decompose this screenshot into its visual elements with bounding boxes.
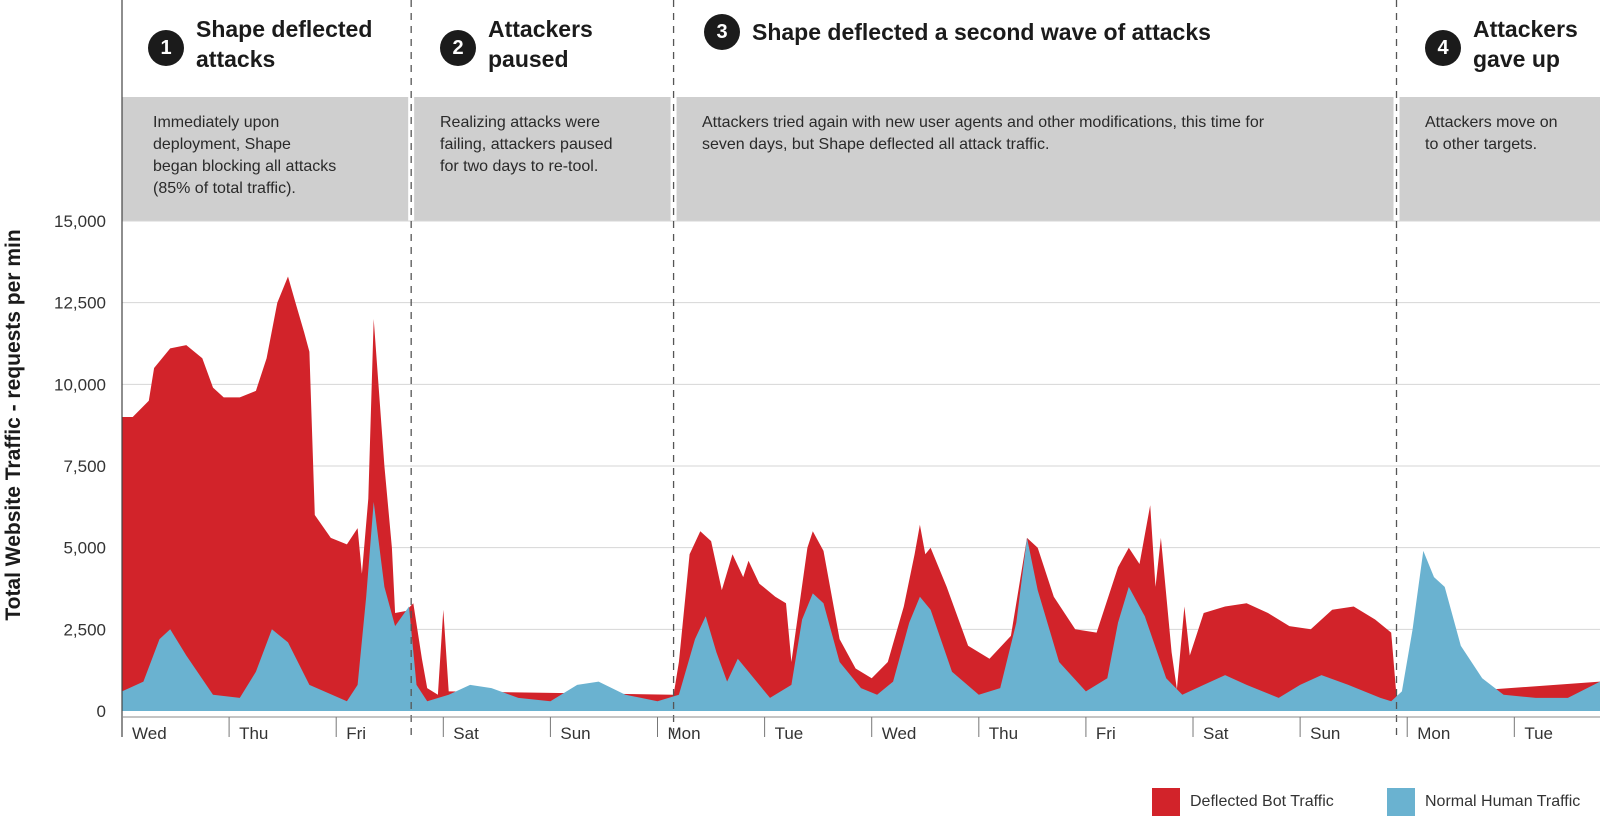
- axes: [121, 0, 1600, 737]
- x-tick-label: Sat: [1203, 724, 1229, 743]
- legend-swatch-bot: [1152, 788, 1180, 816]
- phase-1-title: 1 Shape deflected attacks: [148, 14, 372, 74]
- x-tick-label: Mon: [668, 724, 701, 743]
- y-tick-label: 15,000: [54, 212, 106, 231]
- phase-2-desc-line: for two days to re-tool.: [440, 158, 599, 175]
- x-tick-label: Thu: [239, 724, 268, 743]
- phase-1-desc-line: Immediately upon: [153, 114, 280, 131]
- phase-1-desc-line: began blocking all attacks: [153, 158, 337, 175]
- phase-dividers: [410, 0, 1398, 738]
- phase-3-band: [676, 97, 1394, 221]
- legend-item-bot: Deflected Bot Traffic: [1152, 788, 1334, 816]
- x-tick-label: Wed: [882, 724, 917, 743]
- phase-description-band: [122, 97, 1600, 221]
- phase-3-desc-line: seven days, but Shape deflected all atta…: [702, 136, 1050, 153]
- legend-item-human: Normal Human Traffic: [1387, 788, 1580, 816]
- legend-label-human: Normal Human Traffic: [1425, 793, 1581, 810]
- phase-2-description: Realizing attacks were failing, attacker…: [440, 112, 613, 178]
- phase-3-description: Attackers tried again with new user agen…: [702, 112, 1264, 156]
- phase-2-title: 2 Attackers paused: [440, 14, 593, 74]
- stacked-areas: [122, 276, 1600, 711]
- phase-4-description: Attackers move on to other targets.: [1425, 112, 1558, 156]
- phase-4-number: 4: [1425, 30, 1461, 66]
- x-tick-label: Sun: [560, 724, 590, 743]
- phase-1-title-line1: Shape deflected: [196, 16, 373, 42]
- x-tick-labels: Wed Thu Fri Sat Sun Mon Tue Wed Thu Fri Sat Sun Mon T…: [132, 717, 1553, 743]
- phase-3-title: 3 Shape deflected a second wave of attac…: [704, 14, 1211, 50]
- phase-3-desc-line: Attackers tried again with new user agen…: [702, 114, 1265, 131]
- y-tick-label: 5,000: [63, 539, 106, 558]
- y-tick-label: 0: [97, 702, 106, 721]
- series-normal-human-traffic-area: [122, 501, 1600, 711]
- x-tick-label: Sat: [453, 724, 479, 743]
- phase-3-number: 3: [704, 14, 740, 50]
- x-tick-label: Tue: [775, 724, 804, 743]
- y-tick-label: 2,500: [63, 620, 106, 639]
- phase-1-title-line2: attacks: [196, 46, 276, 72]
- y-tick-label: 10,000: [54, 375, 106, 394]
- x-tick-label: Mon: [1417, 724, 1450, 743]
- legend-swatch-human: [1387, 788, 1415, 816]
- phase-1-band: [122, 97, 409, 221]
- phase-2-desc-line: failing, attackers paused: [440, 136, 613, 153]
- phase-2-title-line1: Attackers: [488, 16, 593, 42]
- phase-1-number: 1: [148, 30, 184, 66]
- phase-1-description: Immediately upon deployment, Shape began…: [153, 112, 336, 200]
- phase-1-desc-line: (85% of total traffic).: [153, 180, 296, 197]
- y-tick-label: 7,500: [63, 457, 106, 476]
- x-tick-label: Fri: [346, 724, 366, 743]
- phase-2-desc-line: Realizing attacks were: [440, 114, 601, 131]
- phase-4-desc-line: to other targets.: [1425, 136, 1538, 153]
- phase-4-desc-line: Attackers move on: [1425, 114, 1558, 131]
- y-tick-labels: 0 2,500 5,000 7,500 10,000 12,500 15,000: [54, 212, 106, 721]
- x-tick-label: Thu: [989, 724, 1018, 743]
- phase-4-band: [1399, 97, 1600, 221]
- series-deflected-bot-traffic-area: [122, 276, 1600, 711]
- phase-4-title: 4 Attackers gave up: [1425, 14, 1578, 74]
- y-tick-label: 12,500: [54, 294, 106, 313]
- phase-4-title-line1: Attackers: [1473, 16, 1578, 42]
- phase-2-title-line2: paused: [488, 46, 569, 72]
- x-tick-label: Sun: [1310, 724, 1340, 743]
- x-tick-label: Wed: [132, 724, 167, 743]
- legend-label-bot: Deflected Bot Traffic: [1190, 793, 1334, 810]
- phase-2-band: [414, 97, 671, 221]
- phase-4-title-line2: gave up: [1473, 46, 1560, 72]
- x-tick-label: Fri: [1096, 724, 1116, 743]
- phase-2-number: 2: [440, 30, 476, 66]
- phase-3-title-line1: Shape deflected a second wave of attacks: [752, 19, 1211, 45]
- y-axis-label-text: Total Website Traffic - requests per min: [2, 229, 25, 621]
- x-tick-label: Tue: [1524, 724, 1553, 743]
- phase-1-desc-line: deployment, Shape: [153, 136, 291, 153]
